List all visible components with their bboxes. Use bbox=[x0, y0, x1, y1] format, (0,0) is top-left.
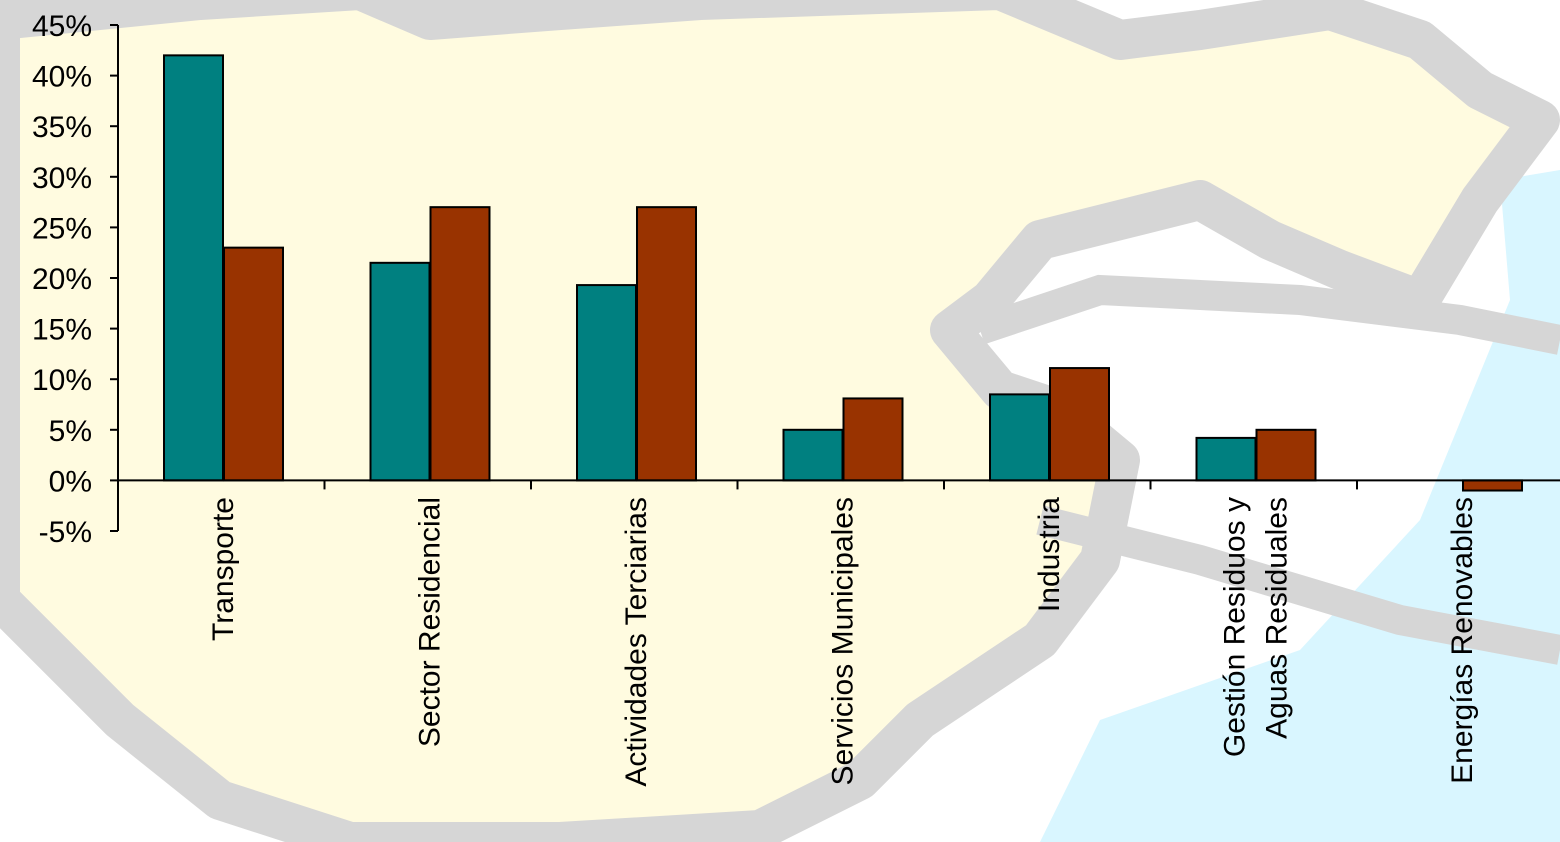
bar-series-2-4 bbox=[1049, 367, 1110, 482]
bar-series-1-0 bbox=[163, 54, 224, 482]
y-tick-label: -5% bbox=[39, 516, 92, 549]
background-road bbox=[975, 274, 1560, 355]
bar-series-1-4 bbox=[989, 393, 1050, 482]
x-category-label: Industria bbox=[1033, 497, 1066, 612]
y-tick-label: 25% bbox=[32, 212, 92, 245]
bars-group bbox=[163, 54, 1523, 492]
y-tick-label: 5% bbox=[49, 415, 92, 448]
x-category-label: Sector Residencial bbox=[414, 497, 447, 747]
y-tick-label: 30% bbox=[32, 162, 92, 195]
x-category-label: Actividades Terciarias bbox=[620, 497, 653, 787]
background-road-lower bbox=[1036, 505, 1560, 665]
y-tick-label: 15% bbox=[32, 314, 92, 347]
bar-series-2-5 bbox=[1255, 428, 1317, 482]
x-category-labels: Transporte Sector Residencial Actividades … bbox=[207, 497, 1479, 787]
y-tick-label: 35% bbox=[32, 111, 92, 144]
y-tick-label: 10% bbox=[32, 364, 92, 397]
y-tick-label: 0% bbox=[49, 465, 92, 498]
bar-series-1-3 bbox=[782, 428, 844, 482]
x-category-label: Energías Renovables bbox=[1446, 497, 1479, 784]
bar-series-2-2 bbox=[636, 206, 697, 482]
bar-series-2-0 bbox=[223, 246, 284, 482]
bar-series-1-2 bbox=[576, 284, 637, 482]
bar-series-1-1 bbox=[369, 261, 431, 482]
y-tick-labels: 45% 40% 35% 30% 25% 20% 15% 10% 5% 0% -5% bbox=[32, 10, 118, 549]
x-category-label: Servicios Municipales bbox=[827, 497, 860, 785]
bar-series-2-6 bbox=[1462, 479, 1523, 492]
bar-series-1-5 bbox=[1195, 436, 1257, 482]
x-category-label: Gestión Residuos y bbox=[1219, 497, 1252, 757]
bar-series-2-1 bbox=[429, 206, 491, 482]
x-category-label: Transporte bbox=[207, 497, 240, 641]
background-water-area bbox=[1040, 170, 1560, 842]
bar-series-2-3 bbox=[842, 397, 904, 482]
x-category-label: Aguas Residuales bbox=[1261, 497, 1294, 739]
y-tick-label: 40% bbox=[32, 61, 92, 94]
y-tick-label: 45% bbox=[32, 10, 92, 43]
y-tick-label: 20% bbox=[32, 263, 92, 296]
